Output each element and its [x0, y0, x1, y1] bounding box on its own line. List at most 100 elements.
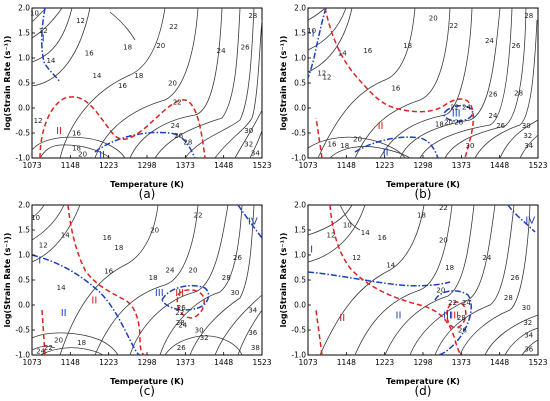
- domain-label: I: [312, 29, 315, 40]
- contour-label: 16: [391, 85, 400, 93]
- contour-label: 32: [523, 319, 532, 327]
- contour-label: 26: [241, 44, 250, 52]
- domain-label: III: [175, 288, 184, 299]
- contour-label: 20: [150, 227, 159, 235]
- contour-label: 28: [454, 119, 463, 127]
- domain-label: I: [38, 256, 41, 267]
- plot-frame: [307, 7, 539, 159]
- tick-labels: 1073 1148 1223 1298 1373 1448 1523 -1.0 -0.5 0.0 0…: [15, 4, 271, 171]
- x-tick-label: 1373: [452, 161, 471, 170]
- contour-label: 20: [444, 119, 453, 127]
- contour-label: 28: [176, 319, 185, 327]
- domain-label: II: [383, 148, 389, 159]
- y-tick-label: 1.5: [18, 29, 30, 38]
- y-tick-label: -1.0: [291, 154, 306, 163]
- contour-label: 12: [34, 117, 43, 125]
- x-tick-label: 1298: [137, 358, 156, 367]
- domain-label: IV: [525, 216, 535, 227]
- panel-label: (b): [415, 187, 432, 201]
- contour-label: 14: [57, 284, 66, 292]
- domain-boundaries: [307, 204, 536, 356]
- contour-label: 26: [177, 344, 186, 352]
- contour-label: 20: [439, 237, 448, 245]
- contour-label: 26: [489, 91, 498, 99]
- contour-label: 20: [168, 80, 177, 88]
- contour-label: 26: [512, 42, 521, 50]
- y-tick-label: -1.0: [291, 351, 306, 360]
- domain-boundaries: [39, 7, 206, 159]
- contour-label: 24: [171, 122, 180, 130]
- y-tick-label: -0.5: [15, 129, 30, 138]
- contour-label: 20: [353, 136, 362, 144]
- contour-label: 30: [230, 289, 239, 297]
- x-tick-label: 1223: [375, 358, 394, 367]
- y-axis-label: log(Strain Rate (s⁻¹)): [279, 233, 288, 328]
- y-tick-label: -0.5: [291, 129, 306, 138]
- contour-label: 28: [524, 12, 533, 20]
- contour-label: 24: [482, 254, 491, 262]
- contour-label: 32: [200, 334, 209, 342]
- contour-label: 28: [222, 274, 231, 282]
- x-tick-label: 1373: [176, 161, 195, 170]
- y-tick-label: 2.0: [294, 4, 306, 13]
- contour-label: 26: [496, 122, 505, 130]
- contour-label: 18: [114, 244, 123, 252]
- x-tick-label: 1073: [298, 358, 317, 367]
- x-tick-label: 1298: [413, 358, 432, 367]
- contour-label: 26: [458, 327, 467, 335]
- y-axis-label: log(Strain Rate (s⁻¹)): [3, 233, 12, 328]
- contour-label: 30: [522, 122, 531, 130]
- x-tick-label: 1448: [214, 358, 233, 367]
- contour-label: 14: [361, 229, 370, 237]
- contour-label: 28: [248, 12, 257, 20]
- contour-label: 26: [174, 132, 183, 140]
- domain-label: II: [99, 150, 105, 161]
- contour-label: 32: [244, 141, 253, 149]
- x-axis-label: Temperature (K): [110, 377, 184, 386]
- panel-label: (d): [415, 384, 432, 398]
- y-tick-label: 1.0: [18, 251, 30, 260]
- x-tick-label: 1448: [490, 358, 509, 367]
- x-tick-label: 1223: [375, 161, 394, 170]
- contour-label: 24: [485, 37, 494, 45]
- contour-label: 24: [462, 299, 471, 307]
- contour-label: 38: [251, 344, 260, 352]
- domain-label: II: [396, 311, 402, 322]
- x-tick-label: 1148: [337, 161, 356, 170]
- contour-label: 18: [149, 274, 158, 282]
- domain-label: IV: [248, 217, 258, 228]
- x-tick-label: 1373: [452, 358, 471, 367]
- y-tick-label: 2.0: [18, 201, 30, 210]
- panel-label: (a): [139, 187, 156, 201]
- y-tick-label: 1.5: [294, 29, 306, 38]
- contour-label: 12: [322, 74, 331, 82]
- contour-label: 12: [39, 27, 48, 35]
- contour-label: 30: [522, 304, 531, 312]
- contour-label: 24: [178, 322, 187, 330]
- x-tick-label: 1148: [61, 161, 80, 170]
- contour-label: 24: [489, 112, 498, 120]
- y-tick-label: 0.5: [18, 276, 30, 285]
- contour-label: 30: [466, 142, 475, 150]
- x-tick-label: 1373: [176, 358, 195, 367]
- y-tick-label: -1.0: [15, 351, 30, 360]
- contour-label: 18: [340, 142, 349, 150]
- contour-label: 18: [417, 212, 426, 220]
- contour-label: 22: [448, 299, 457, 307]
- contour-label: 24: [217, 47, 226, 55]
- contour-label: 28: [457, 314, 466, 322]
- contour-label: 22: [44, 344, 53, 352]
- contour-label: 16: [72, 130, 81, 138]
- y-axis-label: log(Strain Rate (s⁻¹)): [279, 36, 288, 131]
- contour-label: 22: [175, 309, 184, 317]
- y-tick-label: 2.0: [294, 201, 306, 210]
- contour-label: 14: [92, 72, 101, 80]
- contour-label: 20: [156, 42, 165, 50]
- contour-label: 18: [403, 42, 412, 50]
- panel-label: (c): [139, 384, 155, 398]
- y-tick-label: 1.0: [294, 54, 306, 63]
